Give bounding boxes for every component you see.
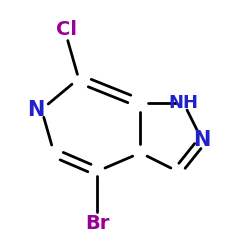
Text: N: N xyxy=(194,130,211,150)
Text: N: N xyxy=(27,100,44,119)
Text: Cl: Cl xyxy=(56,20,77,39)
Text: Br: Br xyxy=(85,214,110,234)
Text: NH: NH xyxy=(169,94,199,112)
